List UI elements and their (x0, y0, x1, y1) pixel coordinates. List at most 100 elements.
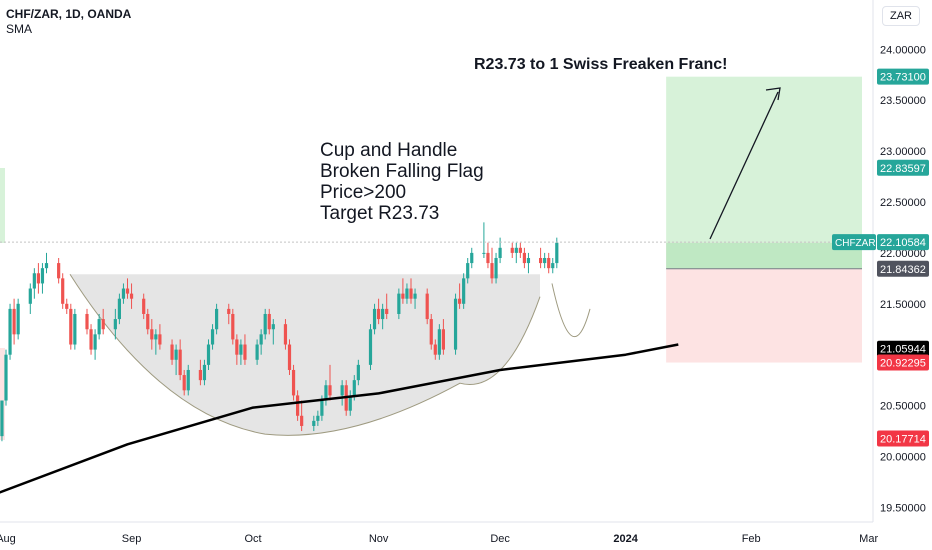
candle-body (227, 308, 231, 314)
candle-body (93, 334, 97, 350)
candle-body (385, 308, 389, 314)
x-tick-label: Dec (490, 533, 510, 545)
candle-body (312, 420, 316, 426)
x-tick-label: Oct (244, 533, 261, 545)
price-badge-label: 22.10584 (880, 237, 926, 249)
candle-body (352, 380, 356, 396)
candle-body (486, 252, 490, 264)
candle-body (437, 329, 441, 355)
candle-body (453, 298, 458, 350)
candle-body (543, 257, 547, 264)
candle-body (348, 395, 352, 411)
x-tick-label: Feb (742, 533, 761, 545)
y-tick-label: 20.00000 (880, 452, 926, 464)
candle-body (320, 400, 324, 416)
candle-body (514, 247, 518, 253)
candle-body (372, 308, 377, 330)
candle-body (121, 288, 126, 299)
candle-body (356, 364, 360, 381)
analysis-notes: Cup and Handle Broken Falling Flag Price… (320, 140, 484, 224)
candle-body (12, 308, 16, 335)
candle-body (494, 257, 498, 279)
note-line: Target R23.73 (320, 203, 440, 224)
y-tick-label: 22.00000 (880, 248, 926, 260)
candle-body (287, 344, 292, 370)
candle-body (44, 263, 49, 269)
candle-body (324, 385, 328, 401)
candle-body (425, 293, 429, 320)
price-badge-label: 21.84362 (880, 264, 926, 276)
candle-body (296, 395, 300, 416)
candle-body (377, 308, 381, 320)
time-axis[interactable]: Aug Sep Oct Nov Dec 2024 Feb Mar (0, 521, 878, 545)
candle-body (316, 415, 320, 421)
sma-polyline (0, 343, 679, 494)
symbol-title[interactable]: CHF/ZAR, 1D, OANDA (6, 7, 132, 21)
candle-body (170, 344, 174, 360)
candle-body (328, 385, 332, 396)
note-line: Price>200 (320, 182, 407, 203)
prev-loss-zone (0, 348, 5, 440)
candle-body (65, 303, 69, 309)
candle-body (401, 293, 405, 299)
symbol-badge (832, 234, 876, 251)
price-badge-label: 21.05944 (880, 344, 926, 356)
candle-body (263, 313, 267, 335)
position-zones (0, 76, 862, 440)
candle-body (368, 329, 373, 365)
candle-body (235, 339, 239, 355)
candle-body (522, 252, 526, 264)
candle-body (61, 278, 65, 304)
candle-body (413, 293, 417, 299)
candle-body (433, 344, 437, 355)
indicator-legend[interactable]: SMA (6, 22, 33, 36)
candle-body (198, 369, 202, 381)
candle-body (16, 303, 20, 335)
candle-body (186, 369, 190, 391)
candle-body (97, 319, 101, 335)
candle-body (458, 298, 462, 304)
cup-fill (70, 274, 540, 436)
currency-button[interactable]: ZAR (882, 6, 920, 26)
candle-body (231, 313, 235, 340)
y-tick-label: 22.50000 (880, 197, 926, 209)
candle-body (142, 298, 146, 314)
price-badge (877, 159, 929, 176)
candle-body (498, 247, 502, 258)
candle-body (539, 257, 543, 264)
candle-body (271, 324, 275, 330)
candle-body (551, 263, 555, 269)
candle-body (101, 319, 105, 330)
candle-body (182, 375, 186, 391)
candle-body (154, 334, 158, 340)
candle-body (340, 385, 344, 396)
price-axis[interactable]: 24.00000 23.50000 23.00000 22.50000 22.00000… (832, 0, 929, 522)
candle-body (405, 288, 409, 299)
candle-body (243, 344, 247, 360)
candle-body (178, 349, 182, 376)
candle-body (518, 247, 522, 253)
candle-body (210, 329, 215, 345)
x-tick-label: Mar (859, 533, 878, 545)
y-tick-label: 20.50000 (880, 401, 926, 413)
candle-body (158, 334, 162, 345)
x-tick-label: Nov (369, 533, 389, 545)
candle-body (215, 308, 219, 330)
y-tick-label: 23.50000 (880, 95, 926, 107)
target-annotation: R23.73 to 1 Swiss Freaken Franc! (474, 56, 728, 73)
candle-body (466, 263, 470, 279)
candles (0, 222, 559, 442)
candle-body (526, 257, 531, 264)
candle-body (206, 344, 211, 365)
candle-body (57, 263, 61, 279)
target-arrow (709, 87, 781, 240)
candle-body (89, 329, 93, 350)
y-tick-label: 21.50000 (880, 299, 926, 311)
candle-body (32, 273, 36, 289)
price-badge (877, 340, 929, 357)
candle-body (8, 308, 12, 355)
candle-body (482, 252, 486, 254)
candle-body (150, 329, 154, 340)
open-profit-zone (666, 242, 862, 269)
